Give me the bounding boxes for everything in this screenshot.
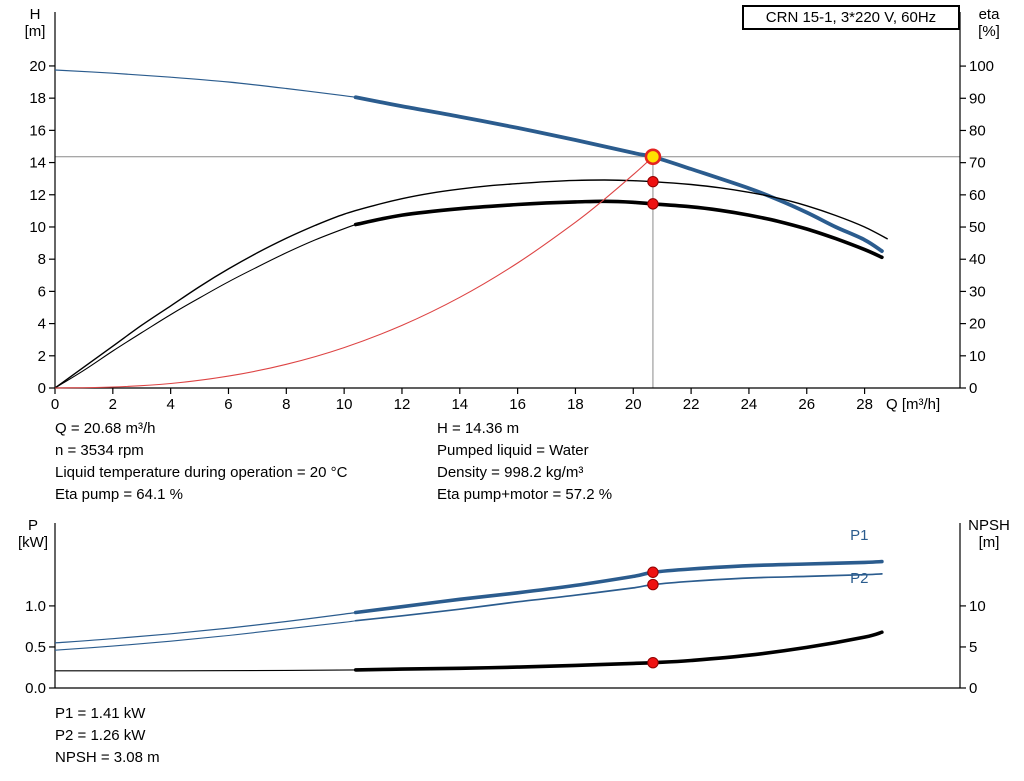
curve-head [353, 95, 884, 253]
curve-eta-pump-motor-thin [54, 223, 356, 389]
operating-data-right: H = 14.36 m Pumped liquid = Water Densit… [437, 420, 612, 508]
tick-label: 0 [969, 380, 977, 397]
curve-label-P1: P1 [850, 527, 868, 544]
curve-label-P2: P2 [850, 570, 868, 587]
eta-axis-label-line1: eta [978, 6, 1000, 23]
tick-label: 18 [29, 90, 46, 107]
tick-label: 30 [969, 283, 986, 300]
curve-system-curve [54, 156, 654, 389]
tick-label: 6 [38, 283, 46, 300]
p-axis-label-line2: [kW] [18, 534, 48, 551]
tick-label: 0 [38, 380, 46, 397]
curve-npsh-thin [54, 669, 356, 672]
tick-label: 12 [29, 187, 46, 204]
liquid-temperature-value: Liquid temperature during operation = 20… [55, 464, 348, 481]
tick-label: 70 [969, 155, 986, 172]
tick-label: 10 [336, 396, 353, 413]
curve-eta-pump [54, 179, 889, 389]
tick-label: 20 [969, 316, 986, 333]
tick-label: 6 [224, 396, 232, 413]
curve-npsh [353, 630, 884, 672]
operating-data-left: Q = 20.68 m³/h n = 3534 rpm Liquid tempe… [55, 420, 347, 508]
eta-axis-label-line2: [%] [978, 23, 1000, 40]
operating-point-dot [647, 578, 659, 591]
tick-label: 10 [969, 348, 986, 365]
npsh-value: NPSH = 3.08 m [55, 749, 160, 766]
pumped-liquid-value: Pumped liquid = Water [437, 442, 589, 459]
tick-label: 40 [969, 251, 986, 268]
h-axis-label-line2: [m] [24, 23, 46, 40]
tick-label: 10 [29, 219, 46, 236]
curve-p1 [353, 559, 884, 615]
tick-label: 0.0 [25, 680, 46, 697]
speed-value: n = 3534 rpm [55, 442, 144, 459]
eta-pump-motor-value: Eta pump+motor = 57.2 % [437, 486, 613, 503]
h-axis-label-line1: H [29, 6, 41, 23]
tick-label: 16 [29, 122, 46, 139]
curve-p2-thin [54, 620, 356, 651]
npsh-axis-label-line2: [m] [978, 534, 1000, 551]
eta-pump-value: Eta pump = 64.1 % [55, 486, 183, 503]
tick-label: 50 [969, 219, 986, 236]
tick-label: 28 [856, 396, 873, 413]
tick-label: 0 [51, 396, 59, 413]
tick-label: 26 [798, 396, 815, 413]
tick-label: 10 [969, 598, 986, 615]
flow-value: Q = 20.68 m³/h [55, 420, 156, 437]
tick-label: 16 [509, 396, 526, 413]
tick-label: 60 [969, 187, 986, 204]
tick-label: 18 [567, 396, 584, 413]
tick-label: 4 [38, 316, 46, 333]
p1-value: P1 = 1.41 kW [55, 705, 146, 722]
tick-label: 2 [109, 396, 117, 413]
tick-label: 0 [969, 680, 977, 697]
tick-label: 80 [969, 122, 986, 139]
h-axis-label: H [m] [14, 6, 56, 40]
curve-p2 [354, 573, 883, 622]
tick-label: 22 [683, 396, 700, 413]
tick-label: 12 [394, 396, 411, 413]
tick-label: 4 [166, 396, 174, 413]
curve-head-thin [54, 69, 356, 98]
tick-label: 100 [969, 58, 994, 75]
p2-value: P2 = 1.26 kW [55, 727, 146, 744]
tick-label: 1.0 [25, 598, 46, 615]
operating-point-dot [647, 198, 659, 210]
npsh-axis-label: NPSH [m] [958, 517, 1020, 551]
curve-p1-thin [54, 611, 356, 644]
tick-label: 20 [29, 58, 46, 75]
density-value: Density = 998.2 kg/m³ [437, 464, 584, 481]
tick-label: 8 [38, 251, 46, 268]
tick-label: 5 [969, 639, 977, 656]
tick-label: 14 [451, 396, 468, 413]
operating-point-dot [647, 566, 659, 578]
q-axis-label: Q [m³/h] [886, 396, 941, 413]
npsh-axis-label-line1: NPSH [968, 517, 1010, 534]
operating-point-dot [647, 175, 659, 188]
pump-model-box: CRN 15-1, 3*220 V, 60Hz [742, 5, 960, 30]
head-value: H = 14.36 m [437, 420, 520, 437]
tick-label: 20 [625, 396, 642, 413]
p-axis-label-line1: P [27, 517, 38, 534]
eta-axis-label: eta [%] [966, 6, 1012, 40]
tick-label: 90 [969, 90, 986, 107]
tick-label: 0.5 [25, 639, 46, 656]
duty-point-marker [644, 148, 662, 166]
power-npsh-data: P1 = 1.41 kW P2 = 1.26 kW NPSH = 3.08 m [55, 705, 160, 771]
tick-label: 24 [741, 396, 758, 413]
tick-label: 14 [29, 155, 46, 172]
tick-label: 2 [38, 348, 46, 365]
p-axis-label: P [kW] [10, 517, 56, 551]
tick-label: 8 [282, 396, 290, 413]
operating-point-dot [647, 657, 659, 669]
